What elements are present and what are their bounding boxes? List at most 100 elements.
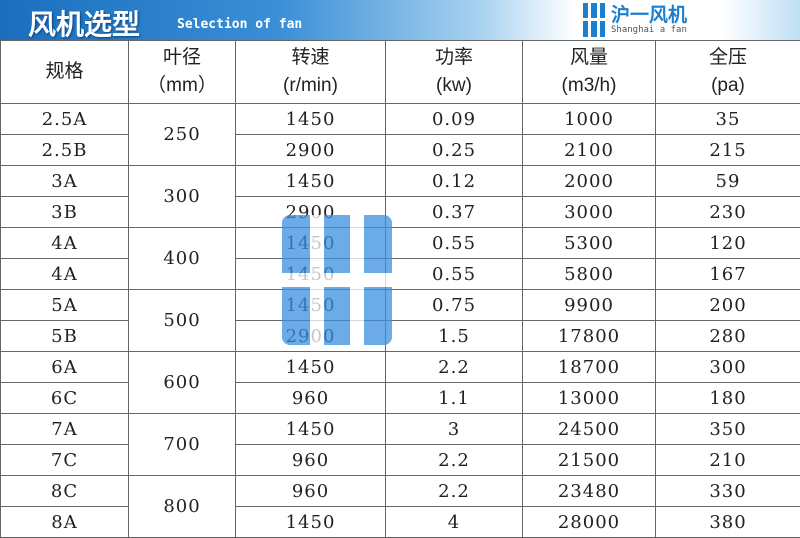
cell-speed: 1450 [236, 290, 386, 321]
cell-power: 2.2 [386, 445, 523, 476]
column-name: 叶径 [129, 44, 235, 72]
column-header: 转速(r/min) [236, 41, 386, 104]
cell-power: 2.2 [386, 476, 523, 507]
cell-pressure: 280 [656, 321, 800, 352]
cell-power: 0.55 [386, 228, 523, 259]
cell-speed: 960 [236, 383, 386, 414]
column-header: 功率(kw) [386, 41, 523, 104]
cell-power: 0.55 [386, 259, 523, 290]
table-header-row: 规格叶径（mm）转速(r/min)功率(kw)风量(m3/h)全压(pa) [1, 41, 800, 104]
cell-power: 1.1 [386, 383, 523, 414]
column-unit: （mm） [129, 72, 235, 100]
cell-airflow: 24500 [523, 414, 656, 445]
cell-model: 4A [1, 228, 129, 259]
cell-speed: 2900 [236, 197, 386, 228]
cell-power: 0.12 [386, 166, 523, 197]
cell-pressure: 230 [656, 197, 800, 228]
cell-power: 1.5 [386, 321, 523, 352]
cell-diameter: 300 [129, 166, 236, 228]
cell-airflow: 3000 [523, 197, 656, 228]
column-name: 规格 [1, 58, 128, 86]
cell-pressure: 215 [656, 135, 800, 166]
cell-pressure: 350 [656, 414, 800, 445]
cell-speed: 960 [236, 445, 386, 476]
cell-airflow: 2000 [523, 166, 656, 197]
cell-power: 2.2 [386, 352, 523, 383]
cell-diameter: 250 [129, 104, 236, 166]
cell-speed: 2900 [236, 321, 386, 352]
cell-model: 7A [1, 414, 129, 445]
fan-selection-table: 规格叶径（mm）转速(r/min)功率(kw)风量(m3/h)全压(pa) 2.… [0, 40, 800, 538]
cell-airflow: 1000 [523, 104, 656, 135]
column-name: 转速 [236, 44, 385, 72]
cell-model: 3B [1, 197, 129, 228]
page-title: 风机选型 [28, 3, 140, 43]
cell-power: 0.25 [386, 135, 523, 166]
cell-airflow: 13000 [523, 383, 656, 414]
cell-power: 4 [386, 507, 523, 538]
cell-model: 5B [1, 321, 129, 352]
cell-diameter: 500 [129, 290, 236, 352]
cell-speed: 2900 [236, 135, 386, 166]
cell-power: 0.37 [386, 197, 523, 228]
cell-diameter: 700 [129, 414, 236, 476]
logo-en: Shanghai a fan [611, 25, 687, 35]
cell-airflow: 5800 [523, 259, 656, 290]
cell-power: 3 [386, 414, 523, 445]
cell-speed: 1450 [236, 259, 386, 290]
cell-airflow: 23480 [523, 476, 656, 507]
cell-speed: 1450 [236, 228, 386, 259]
cell-speed: 960 [236, 476, 386, 507]
cell-pressure: 35 [656, 104, 800, 135]
cell-airflow: 17800 [523, 321, 656, 352]
cell-model: 6A [1, 352, 129, 383]
cell-pressure: 330 [656, 476, 800, 507]
column-header: 规格 [1, 41, 129, 104]
cell-airflow: 9900 [523, 290, 656, 321]
logo-cn: 沪一风机 [611, 5, 687, 25]
column-unit: (r/min) [236, 72, 385, 100]
column-unit: (kw) [386, 72, 522, 100]
cell-speed: 1450 [236, 507, 386, 538]
column-name: 全压 [656, 44, 800, 72]
cell-pressure: 120 [656, 228, 800, 259]
cell-airflow: 2100 [523, 135, 656, 166]
cell-speed: 1450 [236, 352, 386, 383]
cell-pressure: 59 [656, 166, 800, 197]
column-header: 叶径（mm） [129, 41, 236, 104]
cell-power: 0.75 [386, 290, 523, 321]
cell-airflow: 5300 [523, 228, 656, 259]
column-name: 风量 [523, 44, 655, 72]
cell-power: 0.09 [386, 104, 523, 135]
cell-model: 8C [1, 476, 129, 507]
page-subtitle: Selection of fan [177, 17, 302, 32]
cell-airflow: 28000 [523, 507, 656, 538]
cell-diameter: 400 [129, 228, 236, 290]
column-unit: (m3/h) [523, 72, 655, 100]
cell-diameter: 600 [129, 352, 236, 414]
cell-speed: 1450 [236, 414, 386, 445]
cell-airflow: 21500 [523, 445, 656, 476]
cell-diameter: 800 [129, 476, 236, 538]
cell-pressure: 167 [656, 259, 800, 290]
cell-pressure: 210 [656, 445, 800, 476]
cell-airflow: 18700 [523, 352, 656, 383]
cell-speed: 1450 [236, 104, 386, 135]
cell-model: 5A [1, 290, 129, 321]
cell-model: 7C [1, 445, 129, 476]
column-name: 功率 [386, 44, 522, 72]
column-header: 风量(m3/h) [523, 41, 656, 104]
